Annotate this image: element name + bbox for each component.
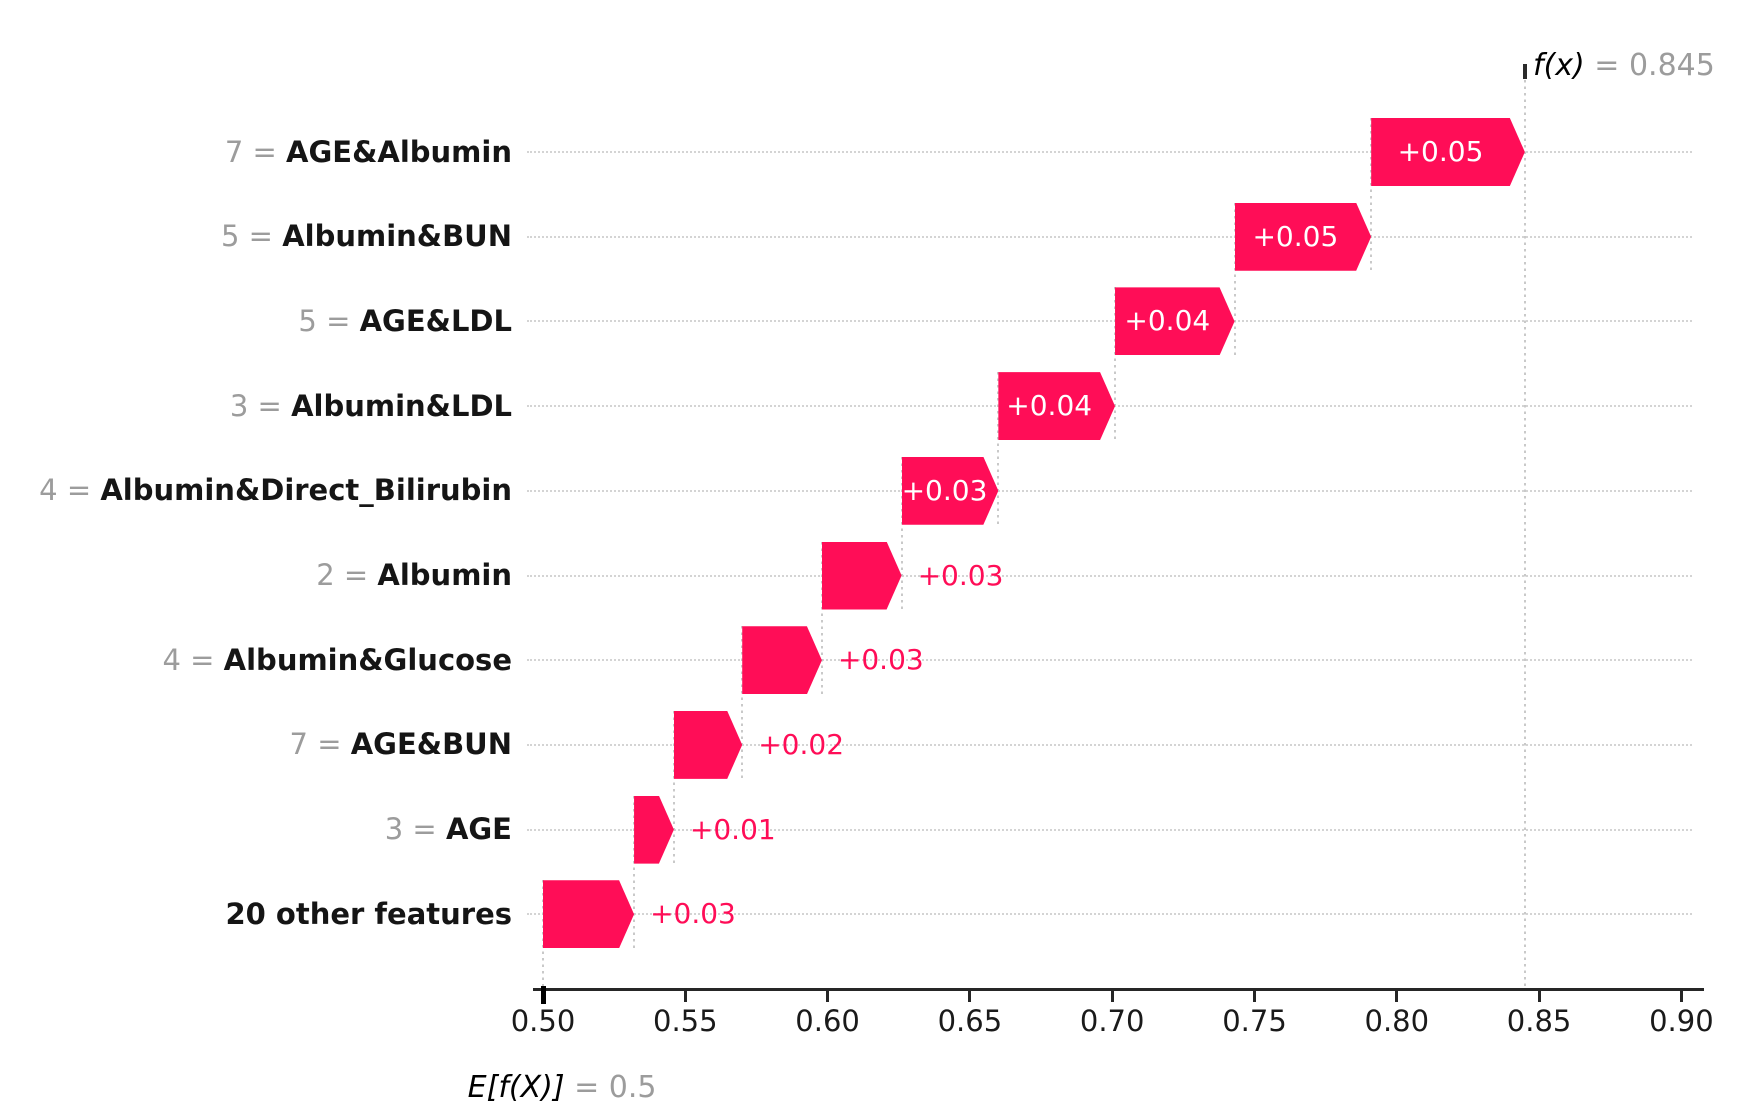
row-label: 7 = AGE&Albumin [0,112,512,192]
x-tick-label: 0.70 [1079,1004,1145,1038]
feature-name: AGE [445,812,512,847]
x-tick-label: 0.65 [937,1004,1003,1038]
bar-value-label: +0.01 [689,812,776,846]
fx-annotation: f(x) = 0.845 [1495,16,1715,115]
feature-value-prefix: 5 = [298,303,360,338]
feature-name: AGE&Albumin [286,134,512,169]
shap-bar [1234,202,1371,271]
feature-value-prefix: 3 = [384,812,446,847]
waterfall-connector-line [633,795,636,949]
x-tick-label: 0.90 [1649,1004,1714,1038]
row-label: 3 = Albumin&LDL [0,366,512,446]
x-axis-tick [1537,990,1541,1002]
x-axis-tick [683,990,687,1002]
bar-value-label: +0.03 [837,643,924,677]
feature-name: Albumin&LDL [291,388,512,423]
feature-name: Albumin&Glucose [223,642,512,677]
feature-name: Albumin [377,558,512,592]
bar-value-label: +0.03 [650,897,736,931]
row-gridline [527,659,1692,662]
shap-bar [742,626,822,695]
feature-value-prefix: 5 = [221,219,283,254]
row-label: 20 other features [0,874,512,954]
bar-value-label: +0.03 [917,558,1004,592]
waterfall-connector-line [820,541,823,695]
bar-value-label: +0.04 [1006,389,1093,423]
bar-value-label: +0.05 [1397,135,1484,168]
feature-value-prefix: 2 = [316,558,378,592]
row-label: 2 = Albumin [0,536,512,616]
bar-value-label: +0.03 [901,473,988,507]
row-label: 4 = Albumin&Glucose [0,620,512,700]
shap-bar [543,880,635,949]
x-axis-tick [968,990,972,1002]
waterfall-connector-line [1370,118,1373,271]
shap-bar [634,795,674,864]
x-axis-tick [1679,990,1683,1002]
x-axis-tick [1395,990,1399,1002]
row-gridline [527,913,1692,916]
expected-value-axis-marker [540,986,546,1004]
feature-value-prefix: 4 = [162,642,224,677]
row-gridline [527,151,1692,153]
row-gridline [527,574,1692,577]
x-tick-label: 0.85 [1506,1004,1572,1038]
row-gridline [527,828,1692,831]
row-gridline [527,320,1692,323]
x-tick-label: 0.75 [1222,1004,1287,1038]
feature-value-prefix: 3 = [229,388,292,423]
row-gridline [527,489,1692,492]
expected-value-annotation: E[f(X)] = 0.5 [383,1038,703,1102]
waterfall-connector-line [741,626,744,779]
x-tick-label: 0.55 [653,1004,718,1038]
x-tick-label: 0.80 [1364,1004,1430,1038]
waterfall-connector-line [1114,287,1117,441]
shap-bar [901,456,999,525]
x-axis-tick [1110,990,1114,1002]
expected-value-text: = 0.5 [574,1070,657,1102]
row-gridline [527,743,1692,746]
feature-name: Albumin&Direct_Bilirubin [100,473,512,508]
feature-name: 20 other features [225,896,512,931]
row-label: 7 = AGE&BUN [0,705,512,785]
x-tick-label: 0.60 [795,1004,860,1038]
row-gridline [527,235,1692,238]
row-label: 4 = Albumin&Direct_Bilirubin [0,451,512,531]
expected-value-function-text: E[f(X)] [467,1070,565,1102]
waterfall-connector-line [1233,202,1236,356]
waterfall-connector-line [900,456,903,610]
bar-value-label: +0.04 [1124,304,1211,338]
x-tick-label: 0.50 [510,1004,576,1038]
row-label: 5 = AGE&LDL [0,281,512,361]
feature-name: Albumin&BUN [282,219,512,254]
fx-function-text: f(x) [1533,48,1585,83]
bar-value-label: +0.02 [758,727,845,761]
row-label: 3 = AGE [0,790,512,870]
feature-name: AGE&BUN [350,727,512,762]
feature-value-prefix: 7 = [224,134,287,169]
x-axis-tick [826,990,830,1002]
feature-value-prefix: 7 = [289,727,351,762]
row-label: 5 = Albumin&BUN [0,197,512,277]
shap-bar [998,372,1115,441]
feature-name: AGE&LDL [359,303,512,338]
fx-line-tick [1522,64,1527,79]
x-axis-line [533,988,1704,991]
bar-value-label: +0.05 [1252,219,1339,253]
feature-value-prefix: 4 = [39,473,101,508]
waterfall-connector-line [997,372,1000,525]
shap-bar [1371,118,1525,186]
shap-bar [1115,287,1235,356]
fx-line [1523,80,1526,988]
fx-value-text: = 0.845 [1594,48,1715,83]
shap-bar [673,710,743,779]
shap-bar [821,541,902,610]
waterfall-connector-line [672,710,675,864]
x-axis-tick [1253,990,1256,1002]
